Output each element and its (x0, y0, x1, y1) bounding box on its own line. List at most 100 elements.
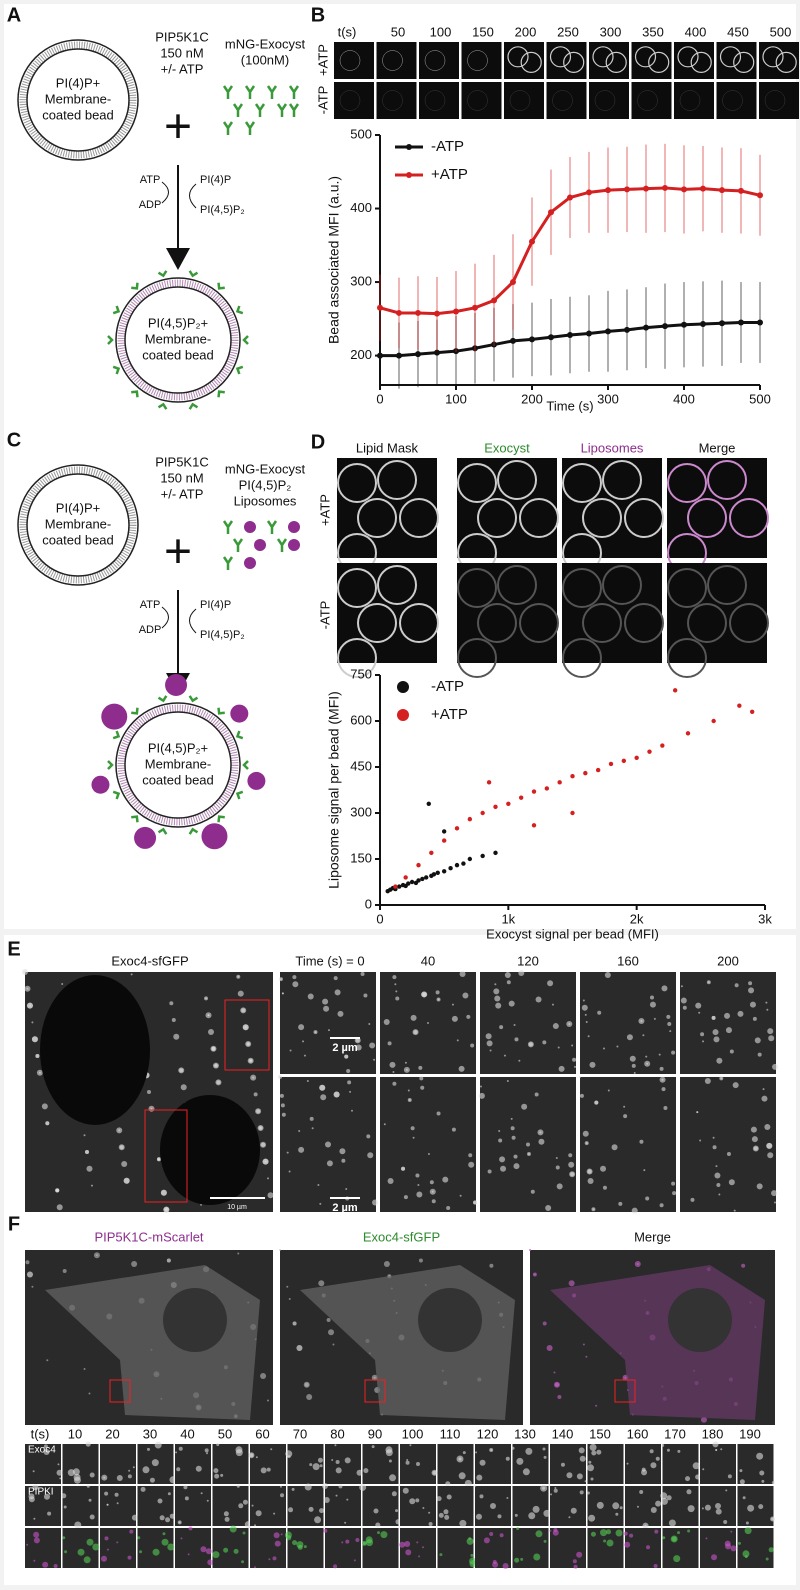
liposome (288, 521, 300, 533)
micrograph-spot (401, 1166, 406, 1171)
micrograph-spot (720, 1448, 723, 1451)
micrograph-ring (582, 498, 622, 538)
data-point (415, 351, 421, 358)
micrograph (376, 42, 417, 79)
bead-membrane (19, 41, 137, 159)
micrograph-spot (486, 1040, 493, 1047)
micrograph-spot (726, 1151, 731, 1156)
micrograph-spot (615, 1512, 619, 1516)
exocyst-icon (107, 335, 114, 345)
micrograph-ring (592, 46, 614, 68)
micrograph-spot (46, 1359, 49, 1362)
micrograph-spot (43, 1493, 50, 1500)
micrograph-ring (602, 565, 642, 605)
micrograph-ring (477, 498, 517, 538)
micrograph-spot (173, 1033, 180, 1040)
micrograph-spot (57, 1463, 60, 1466)
micrograph-spot (42, 1561, 49, 1568)
micrograph-spot (459, 971, 466, 978)
micrograph-spot (241, 1560, 245, 1564)
micrograph-ring (563, 51, 585, 73)
micrograph (25, 1444, 61, 1484)
micrograph (667, 458, 767, 558)
micrograph-spot (408, 1098, 411, 1101)
micrograph-spot (132, 1466, 135, 1469)
micrograph-spot (325, 1141, 331, 1148)
time-label: 200 (717, 953, 739, 968)
bead (17, 39, 139, 161)
panel-label: E (7, 938, 20, 960)
legend-label: +ATP (431, 706, 468, 723)
bead (115, 702, 241, 828)
micrograph-spot (493, 988, 500, 995)
micrograph-spot (416, 1541, 419, 1544)
micrograph-spot (692, 1462, 700, 1470)
micrograph-spot (642, 1034, 645, 1037)
micrograph-spot (367, 1152, 374, 1159)
data-point (643, 185, 649, 192)
micrograph-spot (728, 1179, 735, 1186)
micrograph-spot (671, 1050, 676, 1055)
micrograph-spot (603, 1539, 607, 1543)
micrograph-spot (511, 1135, 516, 1140)
exocyst-icon (266, 520, 278, 534)
micrograph-spot (579, 1490, 584, 1495)
y-axis-label: Liposome signal per bead (MFI) (326, 691, 342, 889)
time-label: 300 (600, 24, 622, 39)
micrograph-spot (346, 1498, 349, 1501)
micrograph-spot (235, 1446, 243, 1454)
probe-text: Liposomes (234, 493, 297, 508)
micrograph-spot (116, 1502, 119, 1505)
micrograph-spot (590, 1477, 594, 1481)
micrograph (480, 972, 576, 1074)
micrograph-spot (127, 1474, 132, 1479)
micrograph (589, 42, 629, 79)
liposome (230, 704, 249, 723)
bead-text: PI(4)P+ (56, 75, 100, 90)
micrograph-spot (63, 1505, 67, 1509)
micrograph-spot (83, 1368, 86, 1370)
micrograph (250, 1444, 286, 1484)
micrograph-spot (606, 1529, 612, 1535)
panel-label: B (311, 4, 325, 26)
micrograph-spot (311, 1127, 314, 1130)
time-label: 90 (368, 1426, 382, 1441)
bead-text: PI(4,5)P₂+ (148, 315, 208, 330)
micrograph-spot (238, 1503, 244, 1509)
micrograph-spot (661, 985, 668, 992)
micrograph-spot (543, 1509, 551, 1517)
micrograph-spot (641, 1469, 648, 1476)
micrograph-spot (436, 997, 441, 1002)
time-label: 30 (143, 1426, 157, 1441)
data-point (605, 328, 611, 335)
micrograph (546, 82, 587, 119)
scale-label: 2 µm (332, 1202, 358, 1214)
micrograph-spot (280, 1533, 283, 1536)
micrograph-spot (242, 1531, 246, 1535)
micrograph-ring (377, 460, 417, 500)
micrograph-spot (462, 1451, 466, 1455)
micrograph-spot (395, 996, 400, 1001)
row-label: Exoc4 (28, 1445, 56, 1456)
micrograph-spot (205, 1548, 212, 1555)
micrograph-spot (529, 1249, 531, 1251)
time-label: 100 (430, 24, 452, 39)
micrograph-spot (61, 1493, 67, 1499)
micrograph-spot (73, 1476, 81, 1484)
micrograph-spot (636, 1505, 639, 1508)
micrograph-spot (539, 1131, 542, 1134)
data-point (429, 850, 434, 856)
micrograph-spot (318, 1280, 325, 1287)
micrograph-spot (516, 1457, 524, 1465)
micrograph-spot (700, 1416, 707, 1423)
bead (124, 711, 232, 819)
exocyst-icon (188, 402, 199, 410)
micrograph-spot (207, 1559, 214, 1566)
micrograph-ring (667, 638, 707, 678)
micrograph-spot (475, 1513, 482, 1520)
data-point (453, 308, 459, 315)
micrograph-spot (587, 1464, 595, 1472)
data-point (434, 349, 440, 356)
scale-label: 10 µm (227, 1204, 247, 1211)
micrograph-spot (33, 1559, 36, 1562)
